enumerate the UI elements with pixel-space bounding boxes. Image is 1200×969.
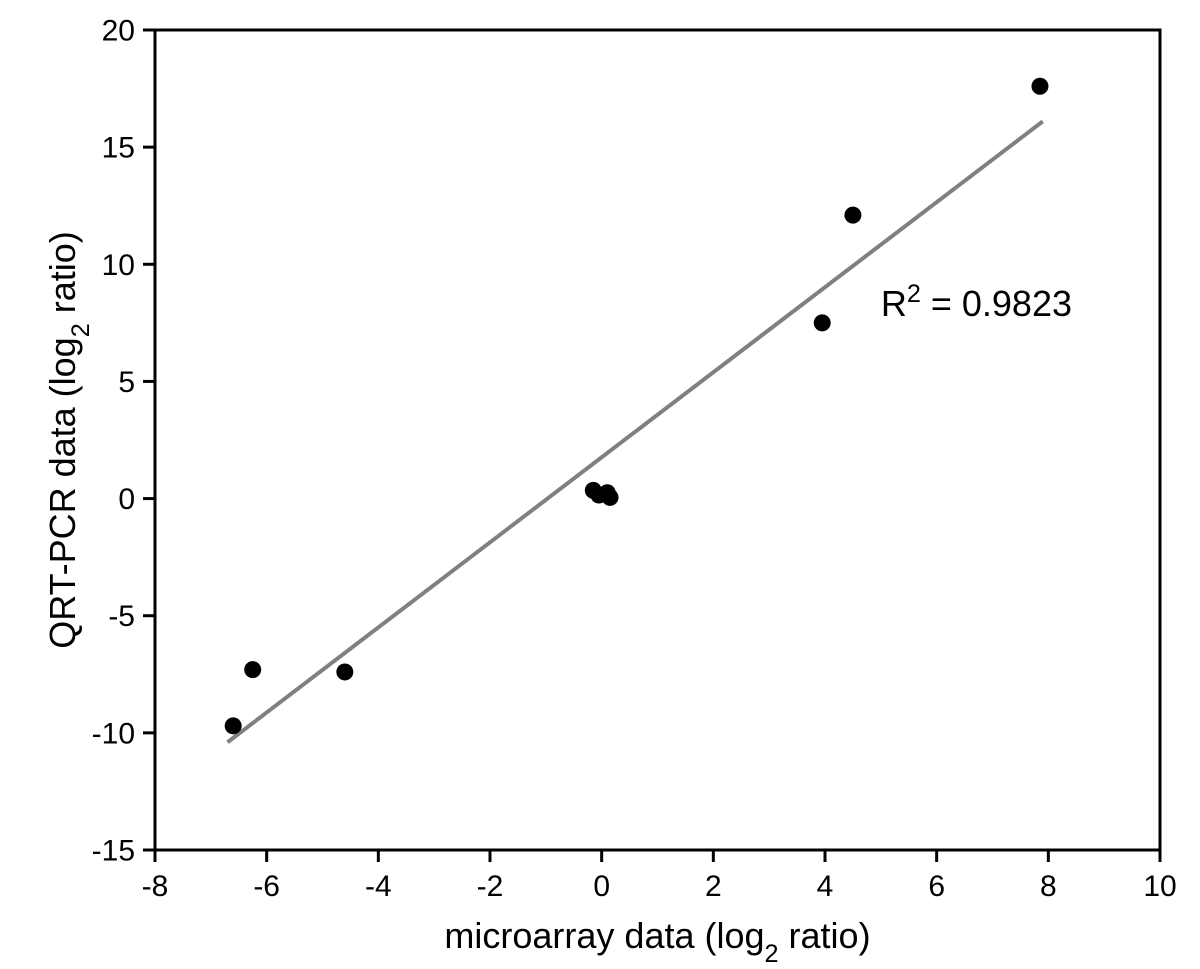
x-tick-label: -6 bbox=[253, 870, 280, 903]
y-tick-label: -5 bbox=[108, 600, 135, 633]
y-tick-label: 15 bbox=[102, 132, 135, 165]
x-tick-label: 0 bbox=[593, 870, 610, 903]
data-point bbox=[336, 663, 353, 680]
x-tick-label: 4 bbox=[817, 870, 834, 903]
y-tick-label: -10 bbox=[92, 717, 135, 750]
data-point bbox=[602, 489, 619, 506]
x-tick-label: 6 bbox=[928, 870, 945, 903]
data-point bbox=[1031, 78, 1048, 95]
data-point bbox=[225, 717, 242, 734]
y-tick-label: -15 bbox=[92, 835, 135, 868]
y-tick-label: 0 bbox=[118, 483, 135, 516]
x-tick-label: 2 bbox=[705, 870, 722, 903]
x-tick-label: -2 bbox=[477, 870, 504, 903]
y-tick-label: 10 bbox=[102, 249, 135, 282]
data-point bbox=[814, 314, 831, 331]
x-tick-label: 8 bbox=[1040, 870, 1057, 903]
data-point bbox=[844, 207, 861, 224]
x-tick-label: -4 bbox=[365, 870, 392, 903]
x-tick-label: -8 bbox=[142, 870, 169, 903]
x-axis-label: microarray data (log2 ratio) bbox=[444, 915, 870, 968]
y-tick-label: 5 bbox=[118, 366, 135, 399]
scatter-chart: -8 -6 -4 -2 0 2 4 6 8 10 -15 -10 -5 0 5 10 15 20 microarra… bbox=[0, 0, 1200, 969]
chart-svg: -8 -6 -4 -2 0 2 4 6 8 10 -15 -10 -5 0 5 10 15 20 microarra… bbox=[0, 0, 1200, 969]
y-tick-label: 20 bbox=[102, 15, 135, 48]
plot-border bbox=[155, 30, 1160, 850]
data-point bbox=[244, 661, 261, 678]
y-axis-label: QRT-PCR data (log2 ratio) bbox=[42, 231, 95, 649]
x-tick-label: 10 bbox=[1143, 870, 1176, 903]
